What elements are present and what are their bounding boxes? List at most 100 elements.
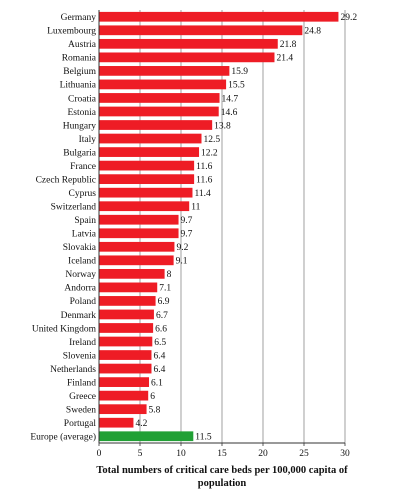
category-label: Europe (average) (30, 432, 96, 443)
category-label: Greece (69, 392, 96, 402)
category-label: Iceland (68, 257, 96, 267)
bar (99, 255, 174, 266)
bar (99, 241, 175, 252)
category-label: Italy (79, 135, 97, 145)
x-tick-label: 0 (97, 449, 102, 459)
bar (99, 336, 153, 347)
bar (99, 66, 230, 76)
value-label: 29.2 (340, 13, 357, 23)
category-label: Germany (61, 13, 97, 23)
category-label: Lithuania (60, 81, 97, 91)
value-label: 15.9 (231, 67, 248, 77)
bar (99, 147, 200, 157)
category-label: Czech Republic (36, 175, 96, 185)
value-label: 9.7 (181, 230, 193, 240)
value-label: 14.7 (222, 94, 239, 104)
category-label: Hungary (63, 121, 96, 131)
value-label: 8 (167, 270, 172, 280)
bar (99, 228, 179, 239)
category-label: United Kingdom (32, 324, 97, 334)
value-label: 6.7 (156, 311, 168, 321)
value-label: 11.5 (195, 433, 212, 443)
category-label: Norway (65, 270, 96, 280)
bar (99, 106, 219, 117)
category-label: Belgium (63, 67, 96, 77)
bar (99, 93, 220, 103)
bar-europe-average (99, 431, 194, 442)
value-label: 6.1 (151, 378, 163, 388)
category-label: Bulgaria (63, 148, 96, 158)
value-label: 11.6 (196, 162, 213, 172)
value-label: 21.4 (276, 54, 293, 64)
category-label: Austria (68, 40, 97, 50)
value-label: 6.4 (153, 351, 165, 361)
category-label: Switzerland (51, 203, 97, 213)
value-label: 12.2 (201, 148, 218, 158)
bar (99, 79, 227, 90)
category-label: Estonia (68, 108, 97, 118)
labels: Germany 29.2 Luxembourg 24.8 Austria 21.8 Roma… (30, 13, 357, 442)
category-label: Portugal (64, 419, 97, 429)
bar (99, 133, 202, 144)
x-tick-label: 20 (258, 449, 268, 459)
category-label: Denmark (61, 311, 97, 321)
category-label: Netherlands (50, 365, 96, 375)
value-label: 5.8 (149, 405, 161, 415)
bar (99, 363, 152, 374)
category-label: Finland (67, 378, 96, 388)
bar (99, 404, 147, 415)
category-label: Luxembourg (47, 27, 96, 37)
x-axis-title-line2: population (198, 478, 247, 489)
value-label: 21.8 (280, 40, 297, 50)
value-label: 9.2 (176, 243, 188, 253)
value-label: 6.6 (155, 324, 167, 334)
bar (99, 390, 149, 401)
value-label: 14.6 (221, 108, 238, 118)
value-label: 9.7 (181, 216, 193, 226)
bar (99, 268, 165, 279)
x-tick-label: 25 (299, 449, 309, 459)
bar (99, 417, 134, 428)
value-label: 11 (191, 203, 200, 213)
category-label: Andorra (64, 284, 96, 294)
bar (99, 296, 156, 306)
bar (99, 160, 195, 171)
bar (99, 282, 158, 293)
value-label: 12.5 (204, 135, 221, 145)
bar (99, 201, 190, 212)
value-label: 24.8 (304, 27, 321, 37)
category-label: Ireland (69, 338, 96, 348)
bar (99, 38, 278, 49)
x-axis-title-line1: Total numbers of critical care beds per … (96, 465, 348, 476)
value-label: 11.4 (194, 189, 211, 199)
value-label: 15.5 (228, 81, 245, 91)
bar (99, 214, 179, 225)
bar (99, 52, 275, 63)
category-label: Sweden (66, 405, 96, 415)
category-label: Latvia (72, 230, 97, 240)
bar (99, 377, 150, 387)
bar (99, 323, 154, 333)
category-label: Romania (62, 54, 97, 64)
x-tick-label: 10 (176, 449, 186, 459)
bar (99, 25, 303, 36)
category-label: Spain (74, 216, 96, 226)
category-label: Poland (70, 297, 97, 307)
value-label: 6.4 (153, 365, 165, 375)
category-label: Slovakia (63, 243, 97, 253)
value-label: 4.2 (135, 419, 147, 429)
value-label: 11.6 (196, 175, 213, 185)
x-tick-label: 15 (217, 449, 227, 459)
value-label: 6 (150, 392, 155, 402)
value-label: 6.5 (154, 338, 166, 348)
bar (99, 350, 152, 360)
value-label: 9.1 (176, 257, 188, 267)
bar (99, 174, 195, 185)
bar (99, 120, 213, 130)
bar (99, 11, 339, 22)
bar (99, 309, 154, 320)
value-label: 6.9 (158, 297, 170, 307)
category-label: France (70, 162, 96, 172)
category-label: Croatia (68, 94, 97, 104)
bars (99, 11, 339, 442)
